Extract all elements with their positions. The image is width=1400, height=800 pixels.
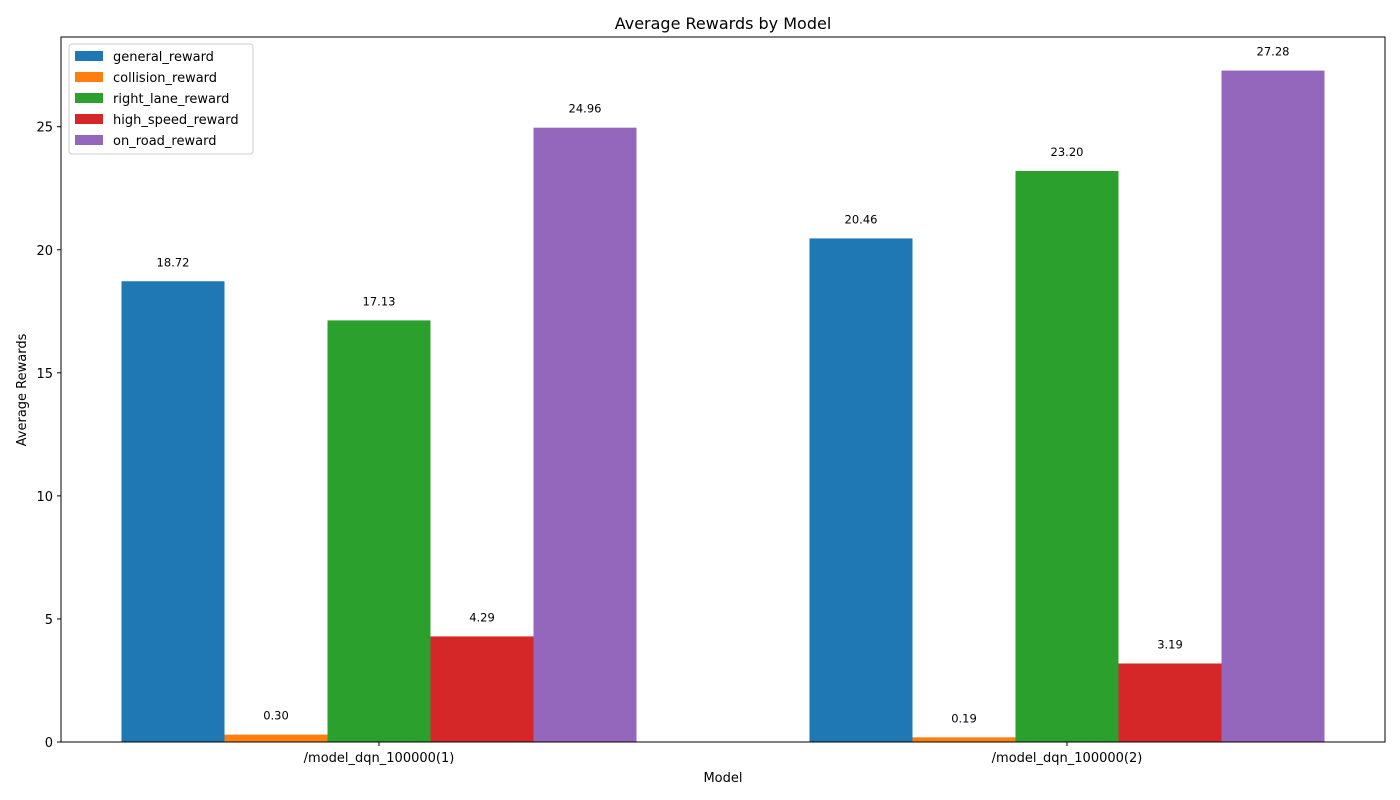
- bar-collision_reward-1: [912, 737, 1016, 742]
- y-tick-label-2: 10: [36, 490, 53, 505]
- bar-right_lane_reward-1: [1015, 170, 1119, 743]
- data-label-collision_reward-1: 0.19: [951, 711, 977, 725]
- legend-swatch-collision_reward: [75, 72, 103, 82]
- legend-label-high_speed_reward: high_speed_reward: [113, 113, 239, 128]
- data-label-high_speed_reward-0: 4.29: [469, 610, 495, 624]
- legend-label-on_road_reward: on_road_reward: [113, 134, 216, 149]
- data-label-high_speed_reward-1: 3.19: [1157, 637, 1183, 651]
- x-tick-label-1: /model_dqn_100000(2): [992, 751, 1143, 766]
- data-label-right_lane_reward-0: 17.13: [363, 294, 396, 308]
- legend-swatch-right_lane_reward: [75, 93, 103, 103]
- legend: general_reward collision_reward right_lane…: [68, 43, 254, 155]
- data-label-collision_reward-0: 0.30: [263, 709, 289, 723]
- legend-swatch-on_road_reward: [75, 135, 103, 145]
- bar-on_road_reward-1: [1221, 70, 1325, 743]
- legend-label-right_lane_reward: right_lane_reward: [113, 92, 229, 107]
- chart-title: Average Rewards by Model: [615, 14, 832, 33]
- y-tick-label-0: 0: [45, 736, 53, 751]
- bar-high_speed_reward-1: [1118, 663, 1222, 742]
- data-label-right_lane_reward-1: 23.20: [1051, 145, 1084, 159]
- legend-label-general_reward: general_reward: [113, 50, 214, 65]
- y-tick-label-5: 25: [36, 121, 53, 136]
- data-label-on_road_reward-1: 27.28: [1257, 45, 1290, 59]
- x-axis-label: Model: [703, 771, 742, 786]
- plot-area: 18.72 20.46 0.30 0.19 17.13 23.20 4.29 3.19 24.9…: [36, 36, 1386, 751]
- legend-swatch-general_reward: [75, 51, 103, 61]
- x-tick-label-0: /model_dqn_100000(1): [304, 751, 455, 766]
- data-label-general_reward-1: 20.46: [845, 212, 878, 226]
- y-tick-label-4: 20: [36, 244, 53, 259]
- legend-swatch-high_speed_reward: [75, 114, 103, 124]
- data-label-on_road_reward-0: 24.96: [569, 102, 602, 116]
- bar-general_reward-0: [121, 281, 225, 742]
- bar-collision_reward-0: [224, 734, 328, 742]
- bar-high_speed_reward-0: [430, 636, 534, 742]
- axes-frame: [60, 36, 1386, 743]
- y-axis-label: Average Rewards: [15, 333, 30, 446]
- bar-general_reward-1: [809, 238, 913, 742]
- legend-label-collision_reward: collision_reward: [113, 71, 217, 86]
- y-tick-label-3: 15: [36, 367, 53, 382]
- data-label-general_reward-0: 18.72: [157, 255, 190, 269]
- legend-frame: [68, 43, 254, 155]
- bar-right_lane_reward-0: [327, 320, 431, 742]
- bar-on_road_reward-0: [533, 127, 637, 743]
- y-tick-label-1: 5: [45, 613, 53, 628]
